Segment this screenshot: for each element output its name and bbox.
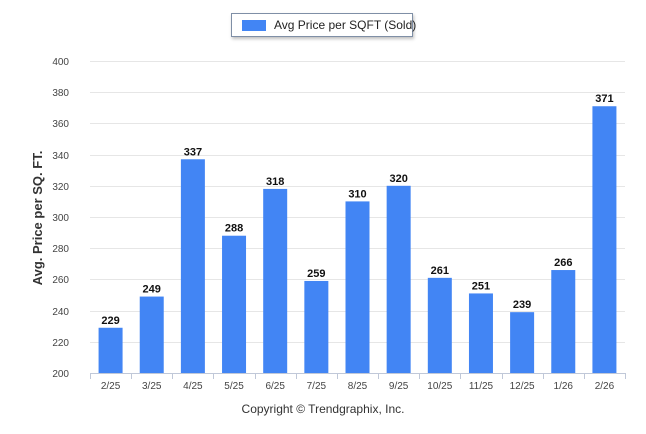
y-tick-label: 380 [52,88,69,99]
x-tick-label: 3/25 [142,381,162,392]
data-labels: 229 249 337 288 318 259 310 320 261 251 239 266 371 [101,93,613,327]
data-label: 337 [184,146,202,158]
bar [139,296,164,373]
y-tick-label: 320 [52,182,69,193]
y-axis-label: Avg. Price per SQ. FT. [30,151,45,286]
x-tick-label: 7/25 [307,381,327,392]
data-label: 259 [307,268,325,280]
bar [304,280,329,373]
data-label: 239 [513,299,531,311]
legend-label: Avg Price per SQFT (Sold) [274,18,417,32]
x-tick-label: 8/25 [348,381,368,392]
data-label: 261 [431,265,449,277]
x-tick-label: 2/26 [595,381,615,392]
bar [468,293,493,373]
y-tick-label: 200 [52,369,69,380]
y-tick-label: 340 [52,151,69,162]
axes [90,373,626,379]
bars [98,106,617,374]
data-label: 249 [143,284,161,296]
x-tick-label: 6/25 [265,381,285,392]
x-tick-label: 5/25 [224,381,244,392]
data-label: 266 [554,257,572,269]
tick-labels: 200 220 240 260 280 300 320 340 360 380 400 2/25 3/2… [52,57,614,392]
x-tick-label: 12/25 [510,381,535,392]
y-tick-label: 260 [52,275,69,286]
data-label: 251 [472,280,490,292]
y-tick-label: 300 [52,213,69,224]
y-tick-label: 280 [52,244,69,255]
legend-swatch [242,20,266,31]
bar [592,106,617,374]
x-tick-label: 11/25 [469,381,494,392]
data-label: 310 [348,188,366,200]
x-tick-label: 9/25 [389,381,409,392]
y-tick-label: 220 [52,338,69,349]
bar [510,312,535,373]
y-tick-label: 360 [52,119,69,130]
bar [263,188,288,373]
bar [427,277,452,373]
x-tick-label: 10/25 [427,381,452,392]
bar [551,270,576,373]
data-label: 229 [101,315,119,327]
data-label: 371 [595,93,613,105]
x-tick-label: 2/25 [101,381,121,392]
bar [180,159,205,373]
data-label: 288 [225,223,243,235]
bar [98,327,123,373]
data-label: 320 [389,173,407,185]
x-tick-label: 4/25 [183,381,203,392]
y-tick-label: 240 [52,307,69,318]
y-tick-label: 400 [52,57,69,68]
bar [345,201,370,373]
bar [386,185,411,373]
x-tick-label: 1/26 [554,381,574,392]
bar [222,235,247,373]
legend: Avg Price per SQFT (Sold) [231,13,417,37]
data-label: 318 [266,176,284,188]
copyright-text: Copyright © Trendgraphix, Inc. [241,402,405,416]
